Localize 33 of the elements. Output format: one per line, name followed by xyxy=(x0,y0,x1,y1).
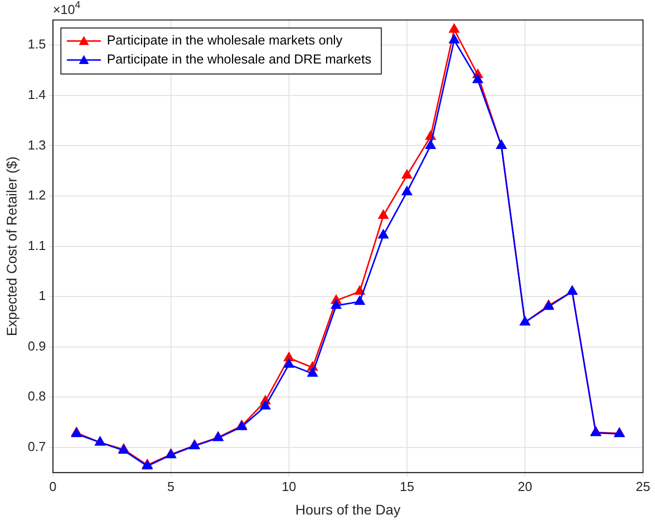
y-tick-label: 1.1 xyxy=(28,238,46,253)
x-tick-label: 15 xyxy=(400,478,414,494)
point xyxy=(449,34,460,44)
point xyxy=(402,186,412,196)
x-tick-label: 20 xyxy=(518,478,532,494)
point xyxy=(378,229,388,238)
y-axis-title: Expected Cost of Retailer ($) xyxy=(3,156,20,336)
point xyxy=(354,286,365,295)
point xyxy=(331,300,342,309)
point xyxy=(402,170,412,179)
y-tick-label: 1.3 xyxy=(28,137,46,152)
y-tick-label: 1 xyxy=(38,288,46,304)
point xyxy=(425,140,436,149)
x-tick-label: 5 xyxy=(167,478,175,494)
legend-label: Participate in the wholesale and DRE markets xyxy=(106,52,372,67)
point xyxy=(449,24,460,33)
y-tick-label: 1.4 xyxy=(28,87,46,102)
point xyxy=(284,358,294,368)
x-tick-label: 10 xyxy=(282,478,296,494)
x-tick-label: 0 xyxy=(49,478,56,494)
y-tick-label: 0.7 xyxy=(28,439,46,454)
x-tick-label: 25 xyxy=(636,478,650,494)
y-tick-label: 1.5 xyxy=(28,36,46,52)
point xyxy=(472,74,483,84)
legend-label: Participate in the wholesale markets only xyxy=(106,32,343,48)
point xyxy=(378,210,388,219)
x-axis-title: Hours of the Day xyxy=(295,501,400,518)
point xyxy=(354,296,365,305)
point xyxy=(260,400,270,410)
y-tick-label: 0.8 xyxy=(28,388,46,404)
point xyxy=(307,368,318,377)
y-tick-label: 1.2 xyxy=(28,188,46,203)
y-tick-label: 0.9 xyxy=(28,338,46,354)
